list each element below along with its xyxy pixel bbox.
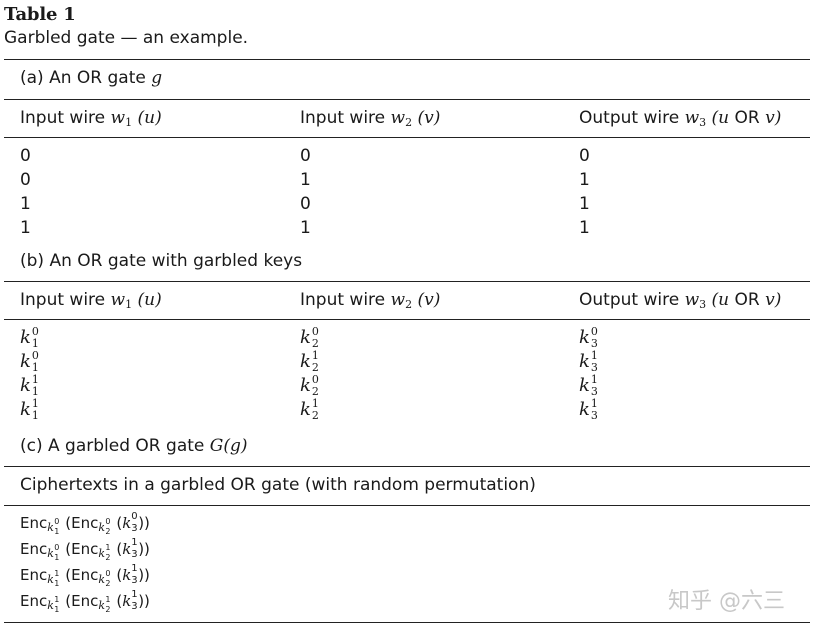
section-a-header-top-rule — [4, 99, 810, 100]
table-cell: 0 — [20, 146, 31, 166]
section-a-col-header-input1: Input wire w1 (u) — [20, 108, 162, 129]
table-cell: 0 — [20, 170, 31, 190]
table-cell: 0 — [579, 146, 590, 166]
ciphertext-row: Enc k 0 1 (Enc k 1 2(k 1 3)) — [20, 537, 150, 562]
table-cell: 1 — [20, 218, 31, 238]
table-cell: 1 — [579, 170, 590, 190]
ciphertext-row: Enc k 1 1 (Enc k 1 2(k 1 3)) — [20, 589, 150, 614]
section-a-col-header-output: Output wire w3 (u OR v) — [579, 108, 782, 129]
ciphertext-row: Enc k 0 1 (Enc k 0 2(k 0 3)) — [20, 511, 150, 536]
table-caption: Garbled gate — an example. — [4, 28, 249, 48]
section-b-col-header-input2: Input wire w2 (v) — [300, 290, 441, 311]
table-label: Table 1 — [4, 4, 76, 25]
section-c-title: (c) A garbled OR gate G(g) — [20, 436, 248, 456]
table-cell: 1 — [300, 170, 311, 190]
table-top-rule — [4, 59, 810, 60]
section-b-header-top-rule — [4, 281, 810, 282]
section-c-header-bottom-rule — [4, 505, 810, 506]
table-cell: 0 — [300, 146, 311, 166]
section-a-title: (a) An OR gate g — [20, 68, 163, 88]
section-c-header-top-rule — [4, 466, 810, 467]
table-cell: 0 — [300, 194, 311, 214]
table-cell: 1 — [20, 194, 31, 214]
ciphertext-row: Enc k 1 1 (Enc k 0 2(k 1 3)) — [20, 563, 150, 588]
table-cell: 1 — [300, 218, 311, 238]
watermark: 知乎 @六三 — [668, 589, 785, 614]
section-b-title: (b) An OR gate with garbled keys — [20, 251, 303, 271]
section-b-header-bottom-rule — [4, 319, 810, 320]
table-cell: 1 — [579, 194, 590, 214]
table-cell: 1 — [579, 218, 590, 238]
section-a-col-header-input2: Input wire w2 (v) — [300, 108, 441, 129]
section-a-header-bottom-rule — [4, 137, 810, 138]
section-b-col-header-output: Output wire w3 (u OR v) — [579, 290, 782, 311]
table-bottom-rule — [4, 622, 810, 623]
section-b-col-header-input1: Input wire w1 (u) — [20, 290, 162, 311]
section-c-col-header: Ciphertexts in a garbled OR gate (with r… — [20, 475, 536, 495]
